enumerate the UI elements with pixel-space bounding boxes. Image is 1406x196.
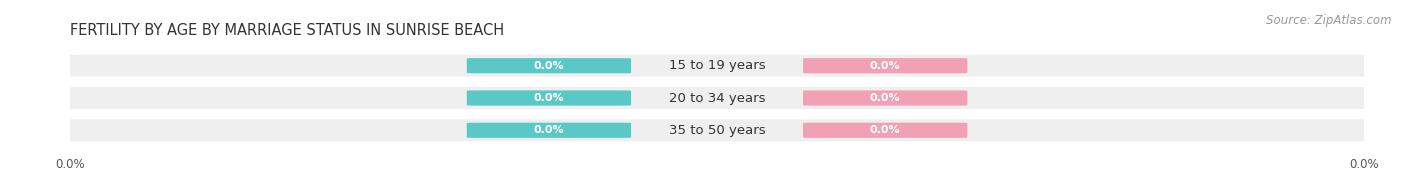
FancyBboxPatch shape [467, 123, 631, 138]
FancyBboxPatch shape [467, 58, 631, 73]
Text: 0.0%: 0.0% [870, 61, 900, 71]
FancyBboxPatch shape [803, 123, 967, 138]
Text: 15 to 19 years: 15 to 19 years [669, 59, 765, 72]
Text: 20 to 34 years: 20 to 34 years [669, 92, 765, 104]
Text: 0.0%: 0.0% [534, 61, 564, 71]
Text: 0.0%: 0.0% [534, 93, 564, 103]
Text: 0.0%: 0.0% [870, 93, 900, 103]
FancyBboxPatch shape [58, 87, 1376, 109]
FancyBboxPatch shape [58, 55, 1376, 77]
FancyBboxPatch shape [803, 58, 967, 73]
Text: 0.0%: 0.0% [534, 125, 564, 135]
FancyBboxPatch shape [467, 90, 631, 106]
FancyBboxPatch shape [58, 119, 1376, 141]
Text: Source: ZipAtlas.com: Source: ZipAtlas.com [1267, 14, 1392, 27]
Text: 35 to 50 years: 35 to 50 years [669, 124, 765, 137]
FancyBboxPatch shape [803, 90, 967, 106]
Text: 0.0%: 0.0% [870, 125, 900, 135]
Text: FERTILITY BY AGE BY MARRIAGE STATUS IN SUNRISE BEACH: FERTILITY BY AGE BY MARRIAGE STATUS IN S… [70, 23, 505, 38]
